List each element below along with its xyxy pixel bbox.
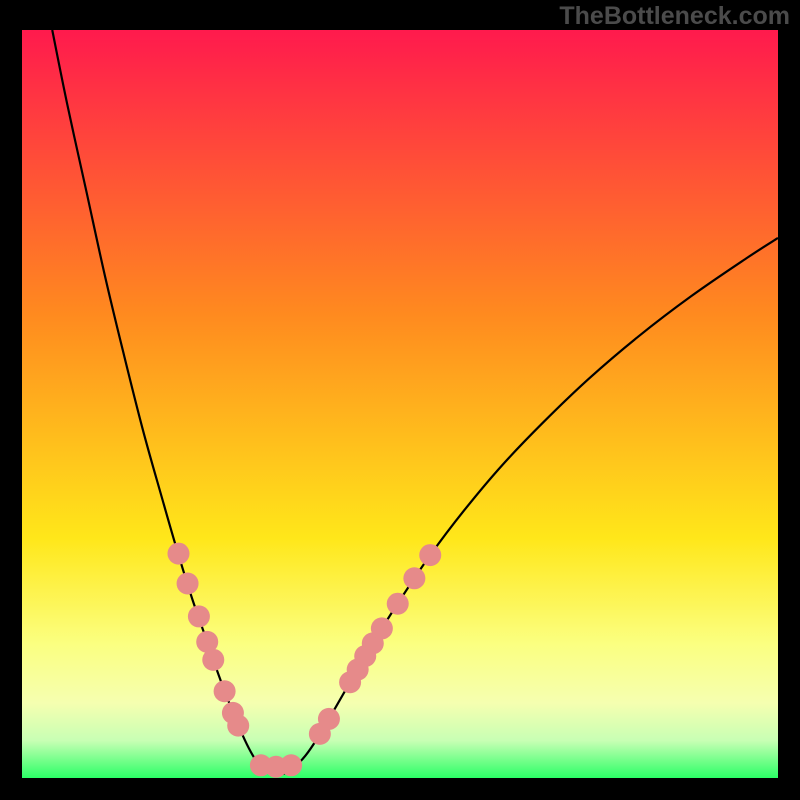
chart-svg [0,0,800,800]
marker-dot [280,754,302,776]
curve-right-branch [279,238,778,774]
marker-dot [387,593,409,615]
marker-dot [214,680,236,702]
marker-dot [188,605,210,627]
marker-dot [371,617,393,639]
marker-dot [202,649,224,671]
marker-dot [177,573,199,595]
marker-dot [419,544,441,566]
curve-left-branch [52,30,279,774]
marker-dot [167,543,189,565]
marker-dot [227,715,249,737]
marker-dot [403,567,425,589]
marker-dot [318,708,340,730]
data-markers [167,543,441,778]
bottleneck-curve [52,30,778,774]
chart-container: TheBottleneck.com [0,0,800,800]
